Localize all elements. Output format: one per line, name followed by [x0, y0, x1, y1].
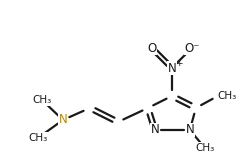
- Text: O: O: [147, 41, 157, 55]
- Text: CH₃: CH₃: [28, 133, 48, 143]
- Text: N: N: [186, 123, 194, 136]
- Text: CH₃: CH₃: [32, 95, 52, 105]
- Text: N: N: [59, 113, 67, 127]
- Text: CH₃: CH₃: [218, 91, 237, 101]
- Text: +: +: [175, 58, 183, 68]
- Text: N: N: [167, 61, 176, 75]
- Text: N: N: [151, 123, 159, 136]
- Text: CH₃: CH₃: [195, 143, 214, 153]
- Text: O⁻: O⁻: [184, 41, 200, 55]
